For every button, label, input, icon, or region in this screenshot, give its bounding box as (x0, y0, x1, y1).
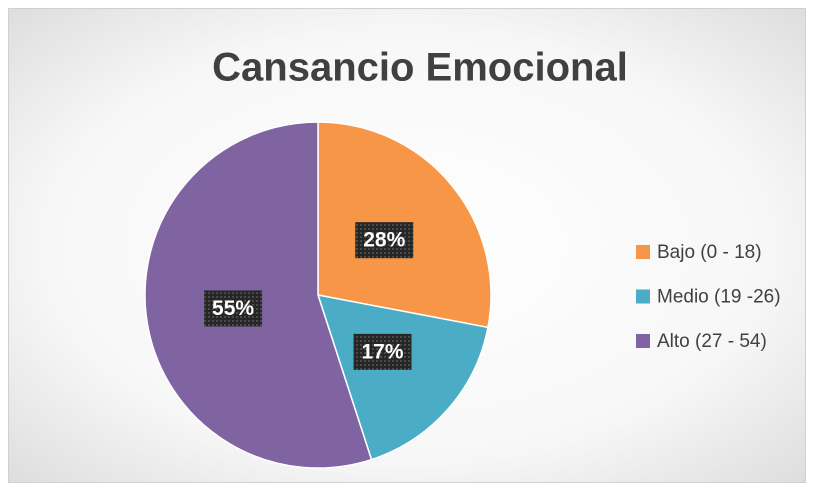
legend-swatch (636, 245, 650, 259)
legend-label: Bajo (0 - 18) (657, 242, 762, 263)
legend-swatch (636, 334, 650, 348)
legend-label: Alto (27 - 54) (657, 331, 767, 352)
data-label-box (355, 222, 414, 259)
data-label: 28% (363, 229, 405, 252)
legend-swatch (636, 289, 650, 304)
data-label-box (353, 333, 412, 370)
data-label: 55% (212, 297, 254, 320)
data-label-box (204, 290, 263, 327)
legend-label: Medio (19 -26) (657, 287, 781, 308)
data-label: 17% (361, 340, 403, 363)
chart-title: Cansancio Emocional (212, 46, 628, 90)
